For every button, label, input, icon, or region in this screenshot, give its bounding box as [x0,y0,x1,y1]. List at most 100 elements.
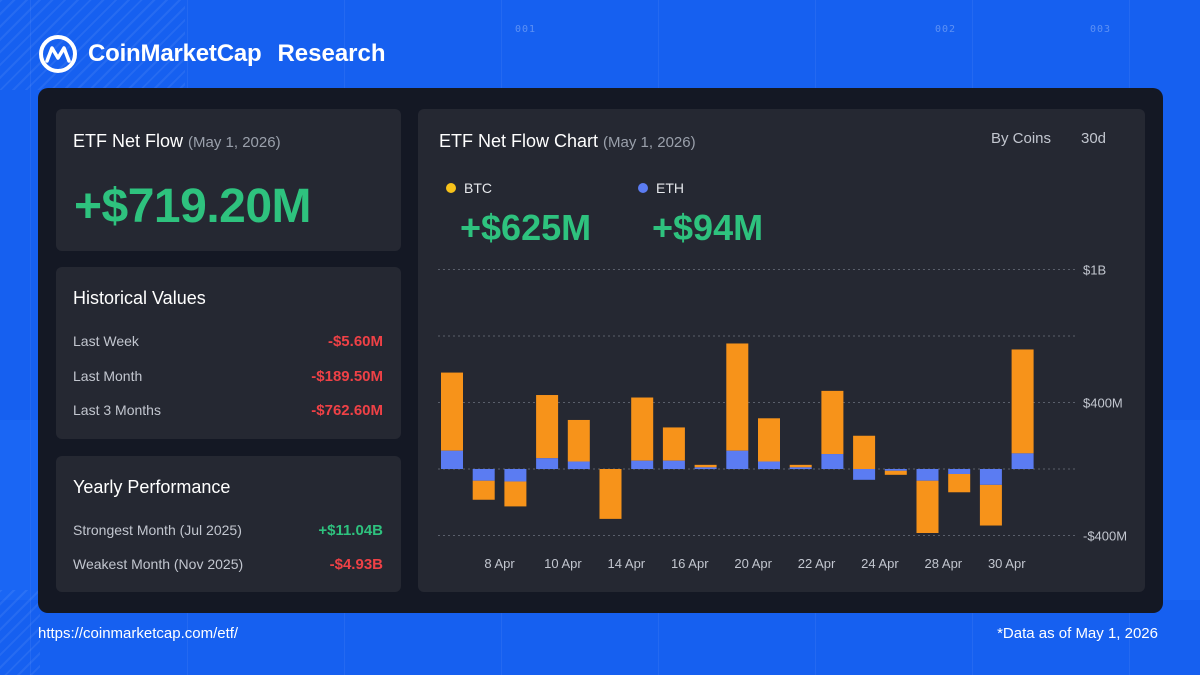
eth-bar [504,469,527,482]
y-tick-label: $400M [1083,396,1123,411]
btc-flow-value: +$625M [460,207,592,248]
historical-label: Last 3 Months [73,402,161,418]
btc-bar [536,395,559,459]
btc-bar [821,390,844,455]
btc-bar [916,480,939,534]
eth-bar [948,469,971,474]
eth-bar [694,467,717,469]
btc-bar [853,435,876,469]
eth-bar [979,469,1002,485]
x-tick-label: 14 Apr [608,556,646,571]
net-flow-card: ETF Net Flow (May 1, 2026) +$719.20M [56,109,401,251]
x-tick-label: 8 Apr [484,556,515,571]
btc-bar [472,480,495,500]
net-flow-value: +$719.20M [74,180,312,233]
footer-note: *Data as of May 1, 2026 [997,625,1158,642]
btc-bar [441,372,463,451]
background-stripes-bottom [0,590,40,675]
yearly-label: Weakest Month (Nov 2025) [73,556,244,572]
btc-dot-icon [446,183,456,193]
btc-bar [1011,349,1034,454]
btc-bar [599,469,622,519]
eth-flow-value: +$94M [652,207,764,248]
footer-url[interactable]: https://coinmarketcap.com/etf/ [38,625,239,642]
eth-bar [1011,453,1034,469]
yearly-label: Strongest Month (Jul 2025) [73,522,242,538]
legend-eth-label: ETH [656,180,684,196]
eth-bar [853,469,876,480]
y-tick-label: -$400M [1083,529,1127,544]
historical-value: -$762.60M [311,401,383,419]
historical-title: Historical Values [73,288,206,308]
eth-bar [441,450,463,469]
btc-bar [726,343,749,451]
eth-bar [472,469,495,481]
eth-bar [662,460,685,469]
net-flow-title: ETF Net Flow (May 1, 2026) [73,131,281,152]
btc-bar [979,484,1002,526]
btc-bar [662,427,685,461]
legend-btc-label: BTC [464,180,492,196]
x-tick-label: 22 Apr [798,556,836,571]
legend-btc: BTC [446,180,492,196]
btc-bar [504,481,527,507]
x-tick-label: 20 Apr [734,556,772,571]
btc-bar [694,464,717,468]
eth-bar [758,461,780,469]
yearly-value: +$11.04B [318,521,383,539]
yearly-row: Strongest Month (Jul 2025) +$11.04B [73,520,383,540]
yearly-title: Yearly Performance [73,477,231,497]
yearly-value: -$4.93B [329,555,383,573]
eth-bar [631,460,654,469]
eth-bar [821,454,844,469]
y-tick-label: $1B [1083,263,1106,278]
historical-values-card: Historical Values Last Week -$5.60M Last… [56,267,401,439]
btc-bar [758,418,780,462]
bg-number: 003 [1090,24,1112,35]
coinmarketcap-logo-icon [39,35,77,73]
eth-bar [789,467,812,469]
eth-bar [884,469,907,471]
chart-title: ETF Net Flow Chart (May 1, 2026) [439,131,696,152]
header: CoinMarketCap Research [38,34,386,74]
net-flow-chart-card: $1B $400M -$400M 8 Apr 10 Apr 14 Apr 16 Apr 20 … [418,109,1145,592]
net-flow-title-text: ETF Net Flow [73,131,184,151]
historical-value: -$189.50M [311,367,383,385]
yearly-performance-card: Yearly Performance Strongest Month (Jul … [56,456,401,592]
historical-label: Last Week [73,333,139,349]
historical-row: Last 3 Months -$762.60M [73,400,383,420]
btc-bar [631,397,654,461]
by-coins-toggle[interactable]: By Coins [991,130,1052,147]
x-tick-label: 16 Apr [671,556,709,571]
historical-value: -$5.60M [327,332,383,350]
eth-bar [536,458,559,469]
eth-bar [916,469,939,481]
dashboard-panel: ETF Net Flow (May 1, 2026) +$719.20M His… [38,88,1163,613]
bg-number: 002 [935,24,957,35]
bg-number: 001 [515,24,537,35]
eth-dot-icon [638,183,648,193]
btc-bar [567,419,590,462]
x-tick-label: 30 Apr [988,556,1026,571]
net-flow-date: (May 1, 2026) [188,134,281,151]
x-tick-label: 28 Apr [925,556,963,571]
legend-eth: ETH [638,180,684,196]
brand-name: CoinMarketCap [88,40,262,67]
yearly-row: Weakest Month (Nov 2025) -$4.93B [73,554,383,574]
x-tick-label: 10 Apr [544,556,582,571]
background-stripes [0,0,185,90]
btc-bar [789,464,812,468]
x-tick-label: 24 Apr [861,556,899,571]
eth-bar [567,461,590,469]
eth-bar [726,450,749,469]
historical-row: Last Week -$5.60M [73,331,383,351]
historical-label: Last Month [73,368,143,384]
historical-row: Last Month -$189.50M [73,366,383,386]
chart-date: (May 1, 2026) [603,134,696,151]
brand-suffix: Research [277,40,386,67]
btc-bar [884,470,907,475]
btc-bar [948,473,971,493]
range-30d-toggle[interactable]: 30d [1081,130,1107,147]
net-flow-chart: $1B $400M -$400M 8 Apr 10 Apr 14 Apr 16 Apr 20 … [438,263,1127,571]
chart-title-text: ETF Net Flow Chart [439,131,599,151]
